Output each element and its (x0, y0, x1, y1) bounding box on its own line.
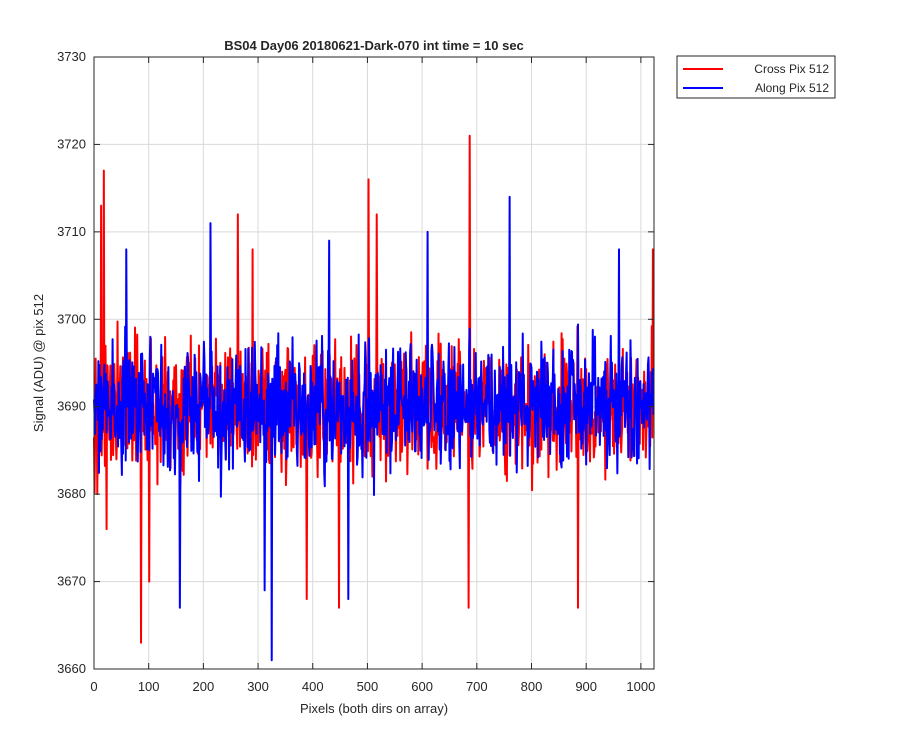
y-tick-label: 3730 (57, 49, 86, 64)
y-tick-label: 3700 (57, 311, 86, 326)
axis-ticks: 0 100 200 300 400 500 600 700 800 900 1000 3660 3670… (57, 49, 655, 694)
x-tick-label: 800 (521, 679, 543, 694)
chart-title: BS04 Day06 20180621-Dark-070 int time = … (224, 38, 524, 53)
y-tick-label: 3690 (57, 399, 86, 414)
x-tick-label: 1000 (626, 679, 655, 694)
axes-box (93, 56, 655, 670)
y-tick-label: 3680 (57, 486, 86, 501)
legend-label-along: Along Pix 512 (755, 81, 829, 95)
x-axis-label: Pixels (both dirs on array) (300, 701, 448, 716)
y-axis-label: Signal (ADU) @ pix 512 (31, 294, 46, 432)
legend-label-cross: Cross Pix 512 (754, 62, 829, 76)
x-tick-label: 300 (247, 679, 269, 694)
x-tick-label: 700 (466, 679, 488, 694)
y-tick-label: 3710 (57, 224, 86, 239)
legend-box (676, 55, 836, 99)
series-layer (93, 134, 655, 662)
y-tick-label: 3660 (57, 661, 86, 676)
x-tick-label: 400 (302, 679, 324, 694)
x-tick-label: 0 (90, 679, 97, 694)
series-line-along (93, 195, 655, 662)
y-tick-label: 3720 (57, 136, 86, 151)
x-tick-label: 500 (357, 679, 379, 694)
x-tick-label: 100 (138, 679, 160, 694)
x-tick-label: 200 (193, 679, 215, 694)
x-tick-label: 900 (575, 679, 597, 694)
x-tick-label: 600 (411, 679, 433, 694)
y-tick-label: 3670 (57, 574, 86, 589)
legend: Cross Pix 512 Along Pix 512 (676, 55, 836, 99)
